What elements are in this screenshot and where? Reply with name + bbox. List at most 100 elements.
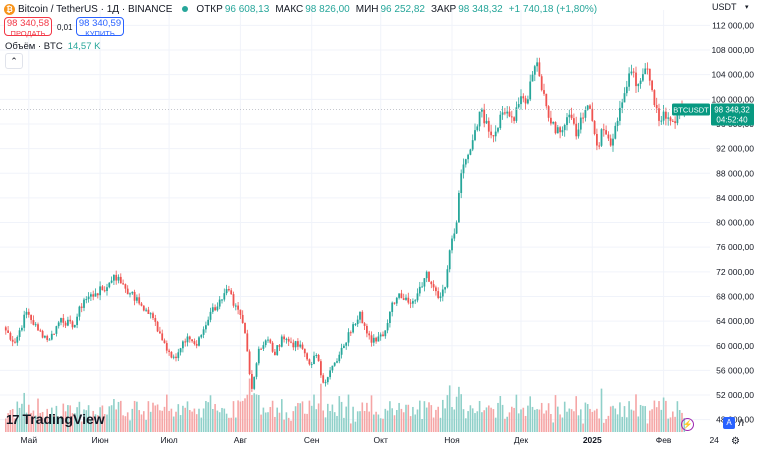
candle-body — [492, 135, 495, 137]
volume-bar — [416, 409, 419, 432]
y-tick-label: 56 000,00 — [716, 365, 754, 375]
collapse-legend-button[interactable]: ⌃ — [5, 53, 23, 69]
candle-body — [25, 311, 28, 315]
candle-body — [322, 375, 325, 383]
sell-button[interactable]: 98 340,58 ПРОДАТЬ — [4, 17, 52, 38]
candle-body — [7, 330, 9, 333]
volume-bar — [667, 418, 669, 432]
volume-bar — [170, 408, 173, 432]
buy-button[interactable]: 98 340,59 КУПИТЬ — [76, 17, 124, 38]
candle-body — [119, 276, 122, 284]
candle-body — [103, 290, 106, 292]
candle-body — [184, 341, 187, 343]
chevron-down-icon[interactable]: ▾ — [745, 4, 749, 11]
y-tick-label: 104 000,00 — [711, 70, 754, 80]
volume-bar — [25, 412, 28, 432]
volume-bar — [212, 409, 214, 432]
candle-body — [462, 164, 465, 174]
candle-body — [352, 324, 354, 333]
candle-body — [596, 133, 598, 146]
volume-legend[interactable]: Объём · BTC 14,57 K — [5, 41, 100, 52]
volume-bar — [317, 403, 320, 432]
candle-body — [11, 339, 14, 342]
candle-body — [628, 73, 630, 87]
volume-bar — [64, 411, 67, 432]
candle-body — [179, 348, 182, 353]
candle-body — [386, 323, 389, 331]
candle-body — [131, 291, 134, 294]
volume-bar — [653, 400, 656, 432]
candle-body — [375, 337, 377, 342]
candle-body — [172, 356, 175, 358]
volume-bar — [336, 415, 338, 432]
volume-bar — [9, 410, 12, 432]
volume-bar — [276, 407, 278, 432]
candle-body — [205, 325, 207, 330]
volume-bar — [582, 423, 584, 432]
volume-bar — [28, 404, 30, 432]
volume-bar — [538, 409, 541, 432]
auto-scale-button[interactable]: A — [723, 417, 735, 429]
volume-bar — [154, 405, 157, 432]
currency-selector[interactable]: USDT — [712, 2, 737, 12]
candle-body — [533, 66, 536, 75]
volume-bar — [644, 406, 646, 432]
volume-bar — [678, 410, 681, 432]
volume-bar — [430, 405, 433, 432]
candle-body — [262, 345, 265, 349]
volume-bar — [451, 407, 453, 432]
candle-body — [623, 93, 626, 103]
volume-bar — [672, 411, 674, 432]
candle-body — [416, 293, 419, 301]
candle-body — [501, 112, 504, 115]
volume-bar — [566, 411, 568, 432]
y-tick-label: 92 000,00 — [716, 144, 754, 154]
tradingview-logo[interactable]: 17 TradingView — [6, 411, 105, 427]
volume-bar — [149, 411, 152, 432]
volume-bar — [545, 410, 548, 432]
candle-body — [605, 130, 607, 135]
candle-body — [165, 343, 168, 351]
log-scale-button[interactable]: Л — [738, 418, 744, 428]
candle-body — [575, 123, 578, 137]
volume-bar — [499, 396, 502, 432]
volume-bar — [476, 411, 479, 432]
candle-body — [336, 361, 338, 363]
volume-bar — [368, 411, 370, 432]
candle-body — [294, 341, 297, 348]
gear-icon[interactable]: ⚙ — [731, 436, 740, 447]
candle-body — [76, 316, 78, 326]
candle-body — [232, 294, 235, 306]
candle-body — [55, 326, 58, 334]
volume-bar — [306, 413, 308, 432]
volume-bar — [419, 400, 421, 432]
volume-bar — [662, 397, 665, 432]
volume-bar — [600, 388, 603, 432]
candle-body — [108, 282, 111, 288]
volume-bar — [414, 414, 416, 432]
candle-body — [267, 339, 269, 341]
volume-bar — [412, 406, 414, 432]
volume-bar — [485, 407, 488, 432]
candle-body — [409, 302, 412, 304]
symbol-title[interactable]: Bitcoin / TetherUS · 1Д · BINANCE — [18, 3, 173, 15]
x-tick-label: 2025 — [583, 435, 602, 445]
ohlc-high-value: 98 826,00 — [305, 3, 350, 15]
time-axis[interactable] — [0, 432, 758, 450]
price-axis[interactable] — [710, 0, 758, 450]
volume-bar — [370, 395, 373, 432]
volume-bar — [513, 407, 515, 432]
last-price-badge — [711, 103, 754, 126]
volume-bar — [14, 418, 16, 432]
volume-bar — [437, 406, 439, 432]
candle-body — [490, 131, 492, 136]
candle-body — [471, 140, 474, 150]
candle-body — [264, 340, 267, 346]
bolt-icon[interactable]: ⚡ — [681, 418, 694, 431]
volume-bar — [660, 409, 663, 432]
volume-bar — [442, 399, 444, 432]
volume-bar — [614, 408, 617, 432]
candle-body — [241, 314, 244, 323]
candle-body — [255, 363, 258, 377]
